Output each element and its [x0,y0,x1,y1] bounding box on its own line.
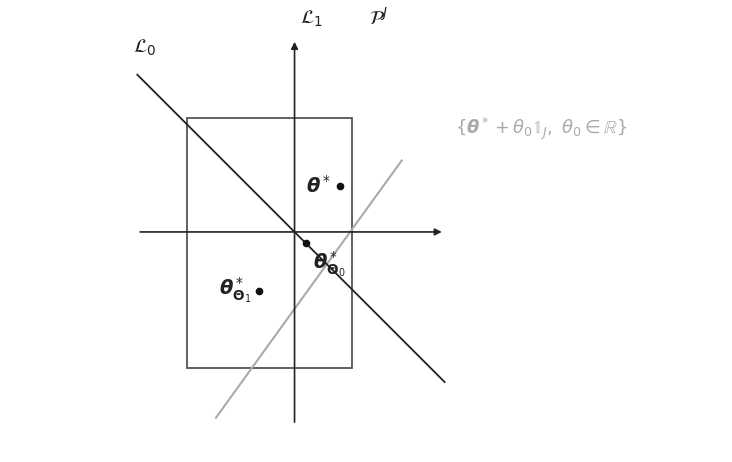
Bar [187,118,351,368]
Text: $\{\boldsymbol{\theta}^* + \theta_0 \mathbb{1}_J,\ \theta_0 \in \mathbb{R}\}$: $\{\boldsymbol{\theta}^* + \theta_0 \mat… [455,116,627,142]
Text: $\mathcal{P}^J$: $\mathcal{P}^J$ [369,7,388,29]
Text: $\boldsymbol{\theta}^*$: $\boldsymbol{\theta}^*$ [306,175,330,197]
Text: $\mathcal{L}_0$: $\mathcal{L}_0$ [132,37,156,58]
Text: $\boldsymbol{\theta}^*_{\boldsymbol{\Theta}_1}$: $\boldsymbol{\theta}^*_{\boldsymbol{\The… [219,276,252,305]
Text: $\boldsymbol{\theta}^*_{\boldsymbol{\Theta}_0}$: $\boldsymbol{\theta}^*_{\boldsymbol{\The… [313,249,346,279]
Text: $\mathcal{L}_1$: $\mathcal{L}_1$ [300,9,324,29]
